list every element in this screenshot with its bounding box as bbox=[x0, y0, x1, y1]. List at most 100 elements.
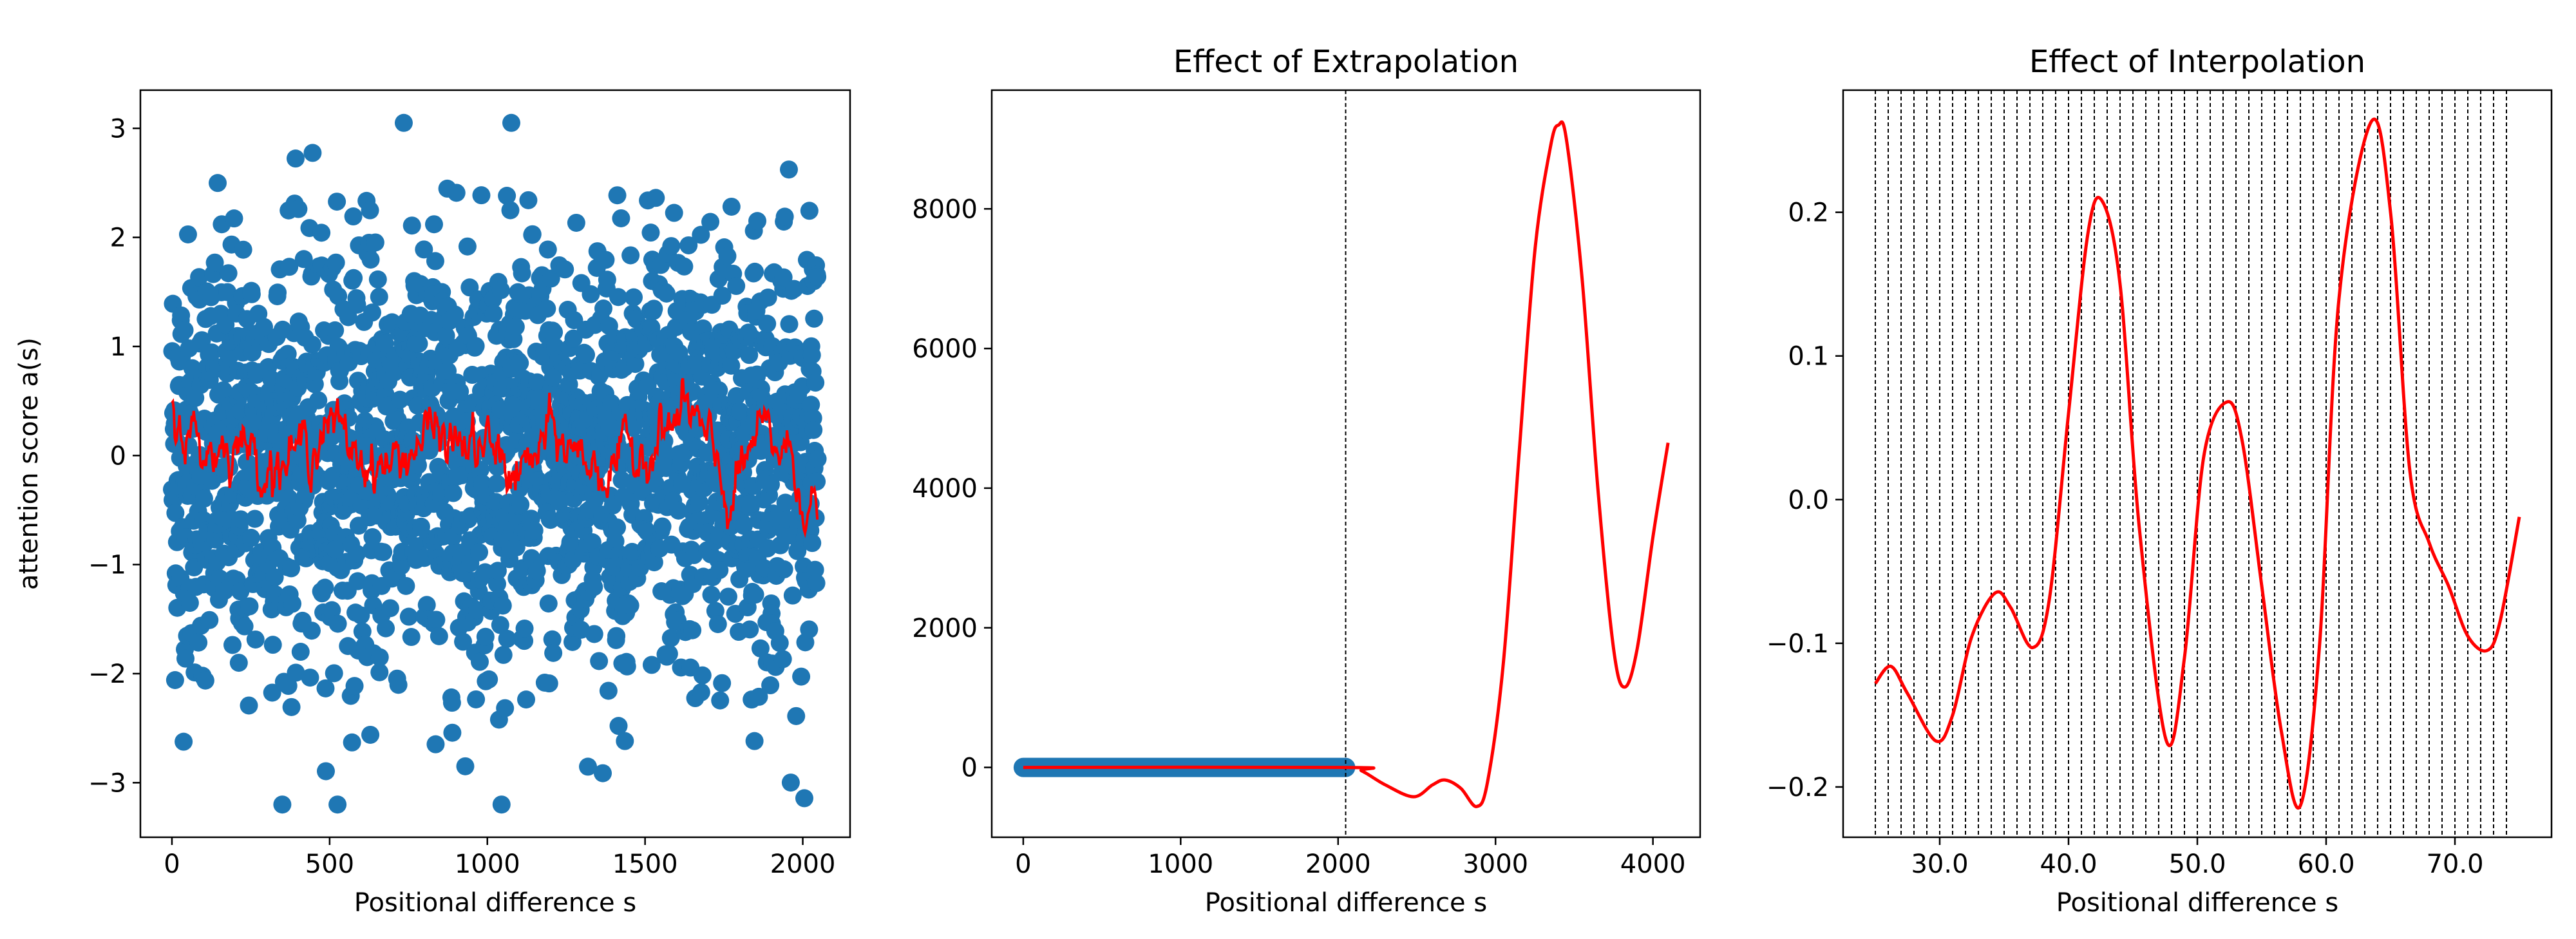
scatter-point bbox=[616, 732, 634, 750]
scatter-point bbox=[370, 287, 388, 306]
panel-scatter-attention: 0 500 1000 1500 2000 −3 −2 −1 0 1 2 3 Positional dif… bbox=[14, 89, 851, 918]
scatter-point bbox=[312, 223, 331, 242]
scatter-point bbox=[556, 260, 574, 279]
scatter-point bbox=[472, 186, 491, 205]
panel-extrapolation: 0 1000 2000 3000 4000 0 2000 4000 6000 8000 Positi… bbox=[912, 44, 1701, 918]
scatter-point bbox=[493, 596, 512, 615]
scatter-point bbox=[303, 144, 322, 162]
scatter-point bbox=[366, 233, 384, 252]
scatter-point bbox=[527, 562, 546, 580]
scatter-point bbox=[424, 215, 443, 234]
y-tick-label: 0.2 bbox=[1788, 198, 1829, 228]
scatter-point bbox=[437, 327, 455, 345]
scatter-point bbox=[246, 630, 265, 649]
scatter-point bbox=[492, 795, 511, 814]
scatter-point bbox=[175, 732, 193, 751]
scatter-point bbox=[594, 764, 612, 782]
scatter-point bbox=[466, 337, 485, 356]
scatter-point bbox=[194, 489, 213, 508]
scatter-point bbox=[609, 717, 628, 735]
scatter-point bbox=[316, 679, 335, 697]
scatter-point bbox=[202, 343, 221, 362]
scatter-point bbox=[316, 578, 334, 597]
plot-frame bbox=[990, 89, 1701, 839]
scatter-point bbox=[394, 113, 413, 132]
x-tick-label: 0 bbox=[1015, 849, 1031, 879]
scatter-point bbox=[348, 572, 367, 591]
scatter-point bbox=[328, 193, 346, 211]
scatter-point bbox=[409, 456, 428, 475]
scatter-point bbox=[657, 284, 676, 303]
scatter-point bbox=[370, 648, 389, 667]
scatter-point bbox=[506, 318, 525, 336]
scatter-point bbox=[750, 687, 768, 706]
x-tick-label: 1000 bbox=[1148, 849, 1213, 879]
scatter-point bbox=[618, 657, 636, 676]
scatter-point bbox=[397, 576, 415, 595]
scatter-point bbox=[361, 201, 379, 220]
scatter-point bbox=[543, 630, 562, 649]
scatter-point bbox=[539, 594, 558, 613]
scatter-point bbox=[775, 207, 794, 226]
scatter-point bbox=[702, 585, 721, 604]
scatter-point bbox=[327, 253, 345, 272]
scatter-point bbox=[806, 374, 825, 392]
scatter-point bbox=[240, 696, 258, 715]
scatter-point bbox=[363, 303, 381, 322]
scatter-point bbox=[612, 209, 630, 227]
scatter-point bbox=[368, 270, 387, 289]
scatter-point bbox=[200, 611, 219, 629]
y-tick-label: 8000 bbox=[912, 194, 978, 224]
scatter-point bbox=[491, 281, 510, 299]
extrapolation-curve bbox=[1023, 120, 1670, 808]
scatter-point bbox=[214, 381, 232, 400]
x-axis-label: Positional difference s bbox=[2056, 888, 2338, 918]
scatter-point bbox=[444, 484, 462, 502]
x-tick-label: 30.0 bbox=[1911, 849, 1968, 879]
scatter-point bbox=[326, 540, 345, 558]
scatter-point bbox=[325, 664, 343, 683]
scatter-point bbox=[494, 645, 513, 664]
scatter-point bbox=[456, 757, 475, 775]
scatter-point bbox=[804, 421, 823, 439]
scatter-point bbox=[515, 619, 534, 638]
scatter-point bbox=[302, 621, 321, 640]
scatter-point bbox=[269, 283, 287, 302]
scatter-point bbox=[196, 671, 214, 690]
y-tick-label: 2 bbox=[110, 223, 126, 253]
scatter-point bbox=[745, 732, 764, 750]
scatter-point bbox=[498, 187, 516, 205]
y-tick-label: 0.0 bbox=[1788, 486, 1829, 515]
scatter-point bbox=[402, 628, 421, 647]
scatter-point bbox=[498, 629, 516, 648]
scatter-point bbox=[392, 556, 411, 575]
y-tick-label: −1 bbox=[88, 551, 126, 580]
scatter-point bbox=[415, 240, 433, 259]
scatter-point bbox=[443, 723, 462, 742]
y-tick-label: −0.2 bbox=[1766, 773, 1829, 802]
scatter-point bbox=[800, 202, 819, 220]
scatter-point bbox=[208, 174, 227, 193]
fit-line bbox=[171, 377, 819, 538]
scatter-point bbox=[516, 690, 535, 709]
scatter-point bbox=[223, 636, 242, 654]
scatter-point bbox=[175, 321, 194, 339]
scatter-point bbox=[713, 287, 732, 305]
scatter-point bbox=[484, 304, 503, 323]
scatter-point bbox=[289, 200, 308, 218]
integer-position-lines bbox=[1875, 90, 2507, 837]
scatter-point bbox=[219, 264, 238, 283]
scatter-point bbox=[748, 212, 767, 231]
scatter-point bbox=[544, 643, 563, 662]
scatter-point bbox=[642, 656, 661, 674]
scatter-point bbox=[374, 543, 393, 562]
scatter-point bbox=[363, 528, 382, 547]
scatter-point bbox=[669, 501, 688, 520]
scatter-point bbox=[711, 691, 730, 710]
scatter-point bbox=[193, 331, 211, 350]
scatter-point bbox=[286, 149, 305, 168]
scatter-point bbox=[519, 191, 538, 209]
scatter-point bbox=[476, 627, 495, 646]
x-tick-label: 40.0 bbox=[2040, 849, 2097, 879]
